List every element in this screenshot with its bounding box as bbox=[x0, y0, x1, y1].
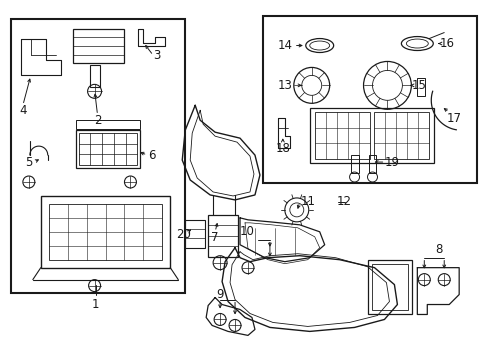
Bar bbox=[374, 112, 429, 159]
Bar bbox=[75, 130, 141, 168]
Text: 1: 1 bbox=[92, 298, 99, 311]
Bar bbox=[73, 28, 124, 63]
Text: 16: 16 bbox=[440, 37, 455, 50]
Bar bbox=[49, 204, 162, 260]
Bar bbox=[75, 120, 141, 129]
Bar bbox=[11, 19, 185, 293]
Text: 8: 8 bbox=[436, 243, 443, 256]
Text: 7: 7 bbox=[211, 231, 219, 244]
Text: 9: 9 bbox=[217, 288, 224, 301]
Bar bbox=[371, 264, 408, 310]
Bar bbox=[41, 196, 171, 268]
Bar bbox=[368, 260, 413, 315]
Bar bbox=[208, 215, 238, 257]
Bar bbox=[417, 78, 425, 96]
Text: 10: 10 bbox=[240, 225, 254, 238]
Text: 18: 18 bbox=[275, 141, 290, 155]
Text: 11: 11 bbox=[300, 195, 315, 208]
Text: 6: 6 bbox=[148, 149, 156, 162]
Bar bbox=[315, 112, 369, 159]
Text: 3: 3 bbox=[154, 49, 161, 62]
Text: 2: 2 bbox=[94, 114, 101, 127]
Text: 4: 4 bbox=[19, 104, 26, 117]
Bar bbox=[310, 108, 434, 163]
Bar bbox=[185, 220, 205, 248]
Bar bbox=[90, 66, 99, 87]
Bar bbox=[263, 15, 477, 183]
Text: 13: 13 bbox=[277, 79, 292, 92]
Text: 14: 14 bbox=[277, 39, 293, 52]
Text: 20: 20 bbox=[176, 228, 191, 241]
Bar bbox=[368, 155, 376, 173]
Text: 17: 17 bbox=[447, 112, 462, 125]
Text: 19: 19 bbox=[385, 156, 400, 168]
Text: 15: 15 bbox=[412, 79, 427, 92]
Bar bbox=[350, 155, 359, 173]
Text: 12: 12 bbox=[337, 195, 352, 208]
Bar bbox=[78, 133, 137, 165]
Text: 5: 5 bbox=[25, 156, 32, 168]
